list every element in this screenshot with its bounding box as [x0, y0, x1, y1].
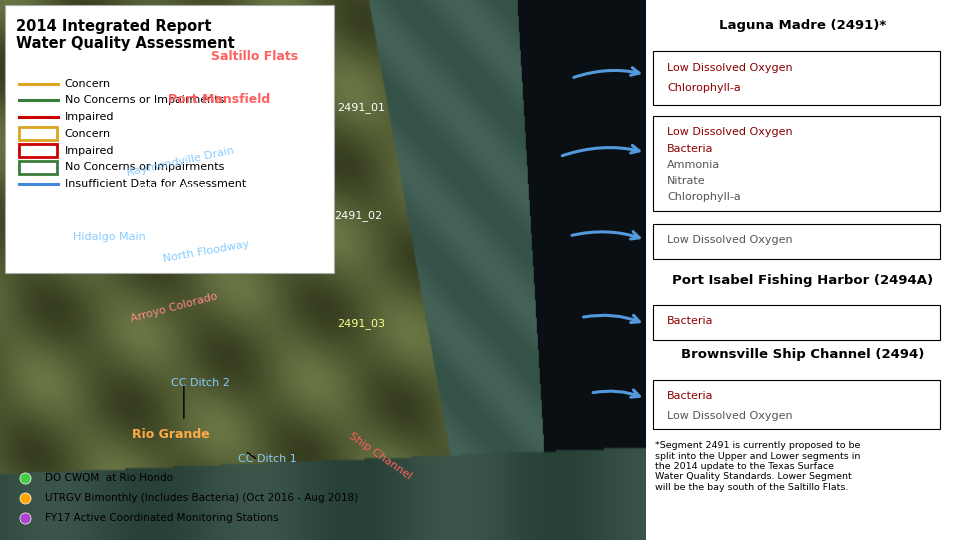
- Text: Port Mansfield: Port Mansfield: [168, 93, 271, 106]
- Text: Chlorophyll-a: Chlorophyll-a: [667, 83, 741, 93]
- Text: DO CWQM  at Rio Hondo: DO CWQM at Rio Hondo: [45, 473, 173, 483]
- Text: Raymondville Drain: Raymondville Drain: [126, 146, 235, 178]
- FancyArrowPatch shape: [593, 390, 639, 397]
- Text: Ship Channel: Ship Channel: [348, 431, 414, 482]
- Text: Insufficient Data for Assessment: Insufficient Data for Assessment: [64, 179, 246, 189]
- FancyBboxPatch shape: [653, 116, 940, 211]
- FancyArrowPatch shape: [572, 232, 639, 239]
- Text: Rio Grande: Rio Grande: [132, 428, 210, 441]
- Text: Chlorophyll-a: Chlorophyll-a: [667, 192, 741, 202]
- Text: FY17 Active Coordinated Monitoring Stations: FY17 Active Coordinated Monitoring Stati…: [45, 514, 278, 523]
- FancyBboxPatch shape: [653, 380, 940, 429]
- Text: Willacy Main: Willacy Main: [139, 184, 209, 194]
- Text: Port Isabel Fishing Harbor (2494A): Port Isabel Fishing Harbor (2494A): [672, 274, 933, 287]
- FancyBboxPatch shape: [653, 51, 940, 105]
- FancyArrowPatch shape: [574, 68, 639, 77]
- Text: Low Dissolved Oxygen: Low Dissolved Oxygen: [667, 127, 793, 138]
- Text: Saltillo Flats: Saltillo Flats: [211, 50, 299, 63]
- Text: Low Dissolved Oxygen: Low Dissolved Oxygen: [667, 63, 793, 73]
- Text: Bacteria: Bacteria: [667, 316, 713, 327]
- Text: Impaired: Impaired: [64, 146, 114, 156]
- Text: Laguna Madre (2491)*: Laguna Madre (2491)*: [719, 19, 886, 32]
- Text: North Floodway: North Floodway: [162, 239, 251, 264]
- Text: Concern: Concern: [64, 79, 110, 89]
- Text: UTRGV Bimonthly (Includes Bacteria) (Oct 2016 - Aug 2018): UTRGV Bimonthly (Includes Bacteria) (Oct…: [45, 494, 358, 503]
- Text: *Segment 2491 is currently proposed to be
split into the Upper and Lower segment: *Segment 2491 is currently proposed to b…: [655, 441, 860, 492]
- Text: 2491_01: 2491_01: [337, 103, 385, 113]
- Text: No Concerns or Impairments: No Concerns or Impairments: [64, 163, 224, 172]
- FancyArrowPatch shape: [563, 145, 639, 156]
- FancyBboxPatch shape: [653, 224, 940, 259]
- Text: CC Ditch 2: CC Ditch 2: [171, 379, 229, 388]
- Text: 2014 Integrated Report
Water Quality Assessment: 2014 Integrated Report Water Quality Ass…: [16, 19, 235, 51]
- Text: Bacteria: Bacteria: [667, 391, 713, 401]
- Text: 2491_03: 2491_03: [337, 319, 385, 329]
- Text: CC Ditch 1: CC Ditch 1: [238, 454, 297, 464]
- Text: Hidalgo Main: Hidalgo Main: [73, 232, 146, 241]
- Text: Impaired: Impaired: [64, 112, 114, 122]
- Text: Low Dissolved Oxygen: Low Dissolved Oxygen: [667, 411, 793, 422]
- Text: Brownsville Ship Channel (2494): Brownsville Ship Channel (2494): [681, 348, 924, 361]
- Text: 2491_02: 2491_02: [334, 211, 382, 221]
- FancyBboxPatch shape: [5, 5, 333, 273]
- Text: Low Dissolved Oxygen: Low Dissolved Oxygen: [667, 235, 793, 246]
- Text: Nitrate: Nitrate: [667, 176, 706, 186]
- Text: Concern: Concern: [64, 129, 110, 139]
- FancyBboxPatch shape: [653, 305, 940, 340]
- Text: No Concerns or Impairments: No Concerns or Impairments: [64, 96, 224, 105]
- Text: Arroyo Colorado: Arroyo Colorado: [130, 292, 219, 324]
- Text: Bacteria: Bacteria: [667, 144, 713, 154]
- FancyArrowPatch shape: [584, 315, 639, 322]
- Text: Ammonia: Ammonia: [667, 160, 720, 170]
